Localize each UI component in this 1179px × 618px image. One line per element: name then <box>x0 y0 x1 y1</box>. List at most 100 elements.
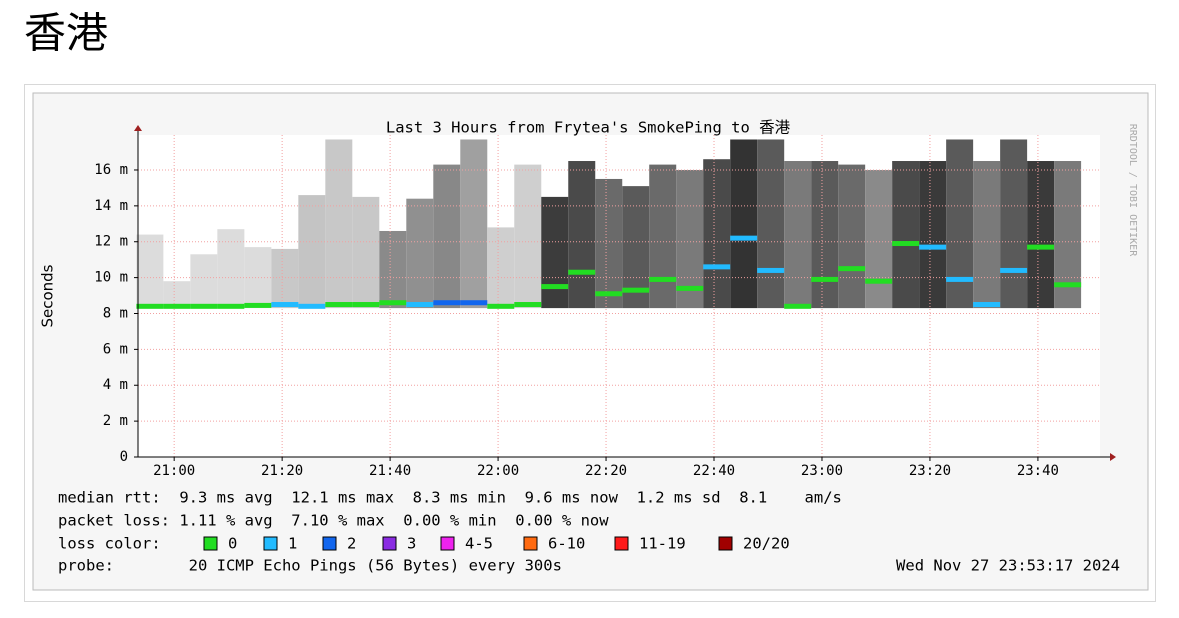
x-tick-label: 22:20 <box>585 463 627 479</box>
smoke <box>406 198 434 309</box>
smoke <box>190 254 218 309</box>
smoke <box>730 139 758 309</box>
median <box>973 302 1001 308</box>
plot: 0 2 m 4 m 6 m 8 m 10 m 12 m 14 m 16 m 21:00 21:20 2… <box>94 125 1116 479</box>
median <box>433 300 461 306</box>
graph-title: Last 3 Hours from Frytea's SmokePing to … <box>386 119 791 137</box>
median <box>271 302 299 308</box>
smoke <box>487 227 515 309</box>
smoke <box>973 161 1001 309</box>
loss-swatch <box>263 536 278 551</box>
median <box>595 291 623 297</box>
probe: probe: 20 ICMP Echo Pings (56 Bytes) eve… <box>58 557 562 575</box>
y-tick-label: 8 m <box>103 305 128 321</box>
page-title: 香港 <box>24 9 108 58</box>
median <box>568 269 596 275</box>
loss-label: 6-10 <box>548 535 585 553</box>
loss-swatch <box>718 536 733 551</box>
median <box>703 264 731 270</box>
x-tick-label: 23:20 <box>909 463 951 479</box>
y-tick-label: 10 m <box>94 270 128 286</box>
median <box>136 303 164 309</box>
smoke <box>649 164 677 309</box>
smoke <box>271 248 299 309</box>
x-tick-label: 21:00 <box>153 463 195 479</box>
smoke <box>784 161 812 309</box>
median <box>622 287 650 293</box>
y-tick-label: 0 <box>120 449 128 465</box>
smoke <box>541 196 569 309</box>
median <box>325 302 353 308</box>
median <box>1027 244 1055 250</box>
median <box>784 303 812 309</box>
loss-label: 1 <box>288 535 297 553</box>
smoke <box>865 169 893 309</box>
loss-title: loss color: <box>58 535 161 553</box>
median <box>163 303 191 309</box>
smoke <box>1027 161 1055 309</box>
smoke <box>244 247 272 309</box>
median <box>865 278 893 284</box>
loss-label: 0 <box>228 535 237 553</box>
smoke <box>379 230 407 309</box>
y-axis-label: Seconds <box>39 264 57 327</box>
smoke <box>298 195 326 309</box>
median <box>541 284 569 290</box>
smoke <box>217 229 245 309</box>
loss-swatch <box>440 536 455 551</box>
median <box>1000 267 1028 273</box>
smoke <box>568 161 596 309</box>
loss-label: 3 <box>407 535 416 553</box>
median <box>1054 282 1082 288</box>
smoke <box>325 139 353 309</box>
smoke <box>946 139 974 309</box>
median <box>244 302 272 308</box>
smoke <box>460 139 488 309</box>
loss-swatch <box>523 536 538 551</box>
median <box>919 244 947 250</box>
median <box>352 302 380 308</box>
smoke <box>919 161 947 309</box>
x-tick-label: 22:00 <box>477 463 519 479</box>
loss-label: 20/20 <box>743 535 790 553</box>
stats-line: packet loss: 1.11 % avg 7.10 % max 0.00 … <box>58 512 609 530</box>
smoke <box>1000 139 1028 309</box>
median <box>838 266 866 272</box>
median <box>811 276 839 282</box>
median <box>190 303 218 309</box>
smoke <box>811 161 839 309</box>
median <box>649 276 677 282</box>
median <box>406 302 434 308</box>
median <box>892 241 920 247</box>
smoke <box>703 159 731 309</box>
loss-label: 11-19 <box>639 535 686 553</box>
stats-line: median rtt: 9.3 ms avg 12.1 ms max 8.3 m… <box>58 489 842 507</box>
x-tick-label: 21:40 <box>369 463 411 479</box>
median <box>379 300 407 306</box>
median <box>217 303 245 309</box>
smoke <box>433 164 461 309</box>
loss-swatch <box>382 536 397 551</box>
y-tick-label: 12 m <box>94 234 128 250</box>
median <box>757 267 785 273</box>
loss-swatch <box>614 536 629 551</box>
smoke <box>757 139 785 309</box>
smoke <box>136 234 164 309</box>
legend: median rtt: 9.3 ms avg 12.1 ms max 8.3 m… <box>58 489 1120 575</box>
x-tick-label: 23:00 <box>801 463 843 479</box>
smoke <box>595 178 623 309</box>
loss-swatch <box>322 536 337 551</box>
smoke <box>892 161 920 309</box>
median <box>487 303 515 309</box>
smoke <box>838 164 866 309</box>
median <box>676 285 704 291</box>
x-arrow <box>1110 453 1116 461</box>
x-tick-label: 22:40 <box>693 463 735 479</box>
y-tick-label: 14 m <box>94 198 128 214</box>
median <box>514 302 542 308</box>
y-tick-label: 4 m <box>103 377 128 393</box>
loss-label: 4-5 <box>465 535 493 553</box>
smoke <box>352 196 380 309</box>
